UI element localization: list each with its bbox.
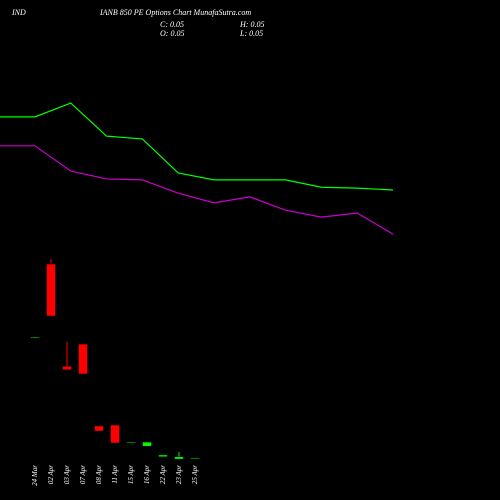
x-tick-label: 22 Apr [159, 465, 167, 484]
candle-body [62, 365, 72, 371]
candle-body [30, 336, 40, 339]
high-label: H: 0.05 [239, 20, 264, 29]
close-label: C: 0.05 [160, 20, 184, 29]
candle-body [190, 457, 200, 459]
x-tick-label: 15 Apr [127, 465, 135, 484]
x-tick-label: 16 Apr [143, 465, 151, 484]
candle-body [142, 441, 152, 447]
open-label: O: 0.05 [160, 29, 184, 38]
candle-body [110, 424, 120, 444]
x-tick-label: 07 Apr [79, 465, 87, 484]
x-tick-label: 08 Apr [95, 465, 103, 484]
x-tick-label: 25 Apr [191, 465, 199, 484]
candle-body [158, 454, 168, 458]
low-label: L: 0.05 [239, 29, 263, 38]
chart-title: IND [11, 8, 26, 17]
candle-body [94, 425, 104, 432]
x-tick-label: 02 Apr [47, 465, 55, 484]
x-tick-label: 03 Apr [63, 465, 71, 484]
x-tick-label: 23 Apr [175, 465, 183, 484]
x-tick-label: 24 Mar [31, 465, 39, 486]
candle-body [174, 456, 184, 460]
candle-body [46, 263, 56, 317]
candle-body [78, 343, 88, 375]
line [0, 102, 394, 191]
chart-subtitle: IANB 850 PE Options Chart MunafaSutra.co… [99, 8, 251, 17]
line [0, 145, 394, 235]
x-tick-label: 11 Apr [111, 465, 119, 484]
candle-body [126, 441, 136, 444]
